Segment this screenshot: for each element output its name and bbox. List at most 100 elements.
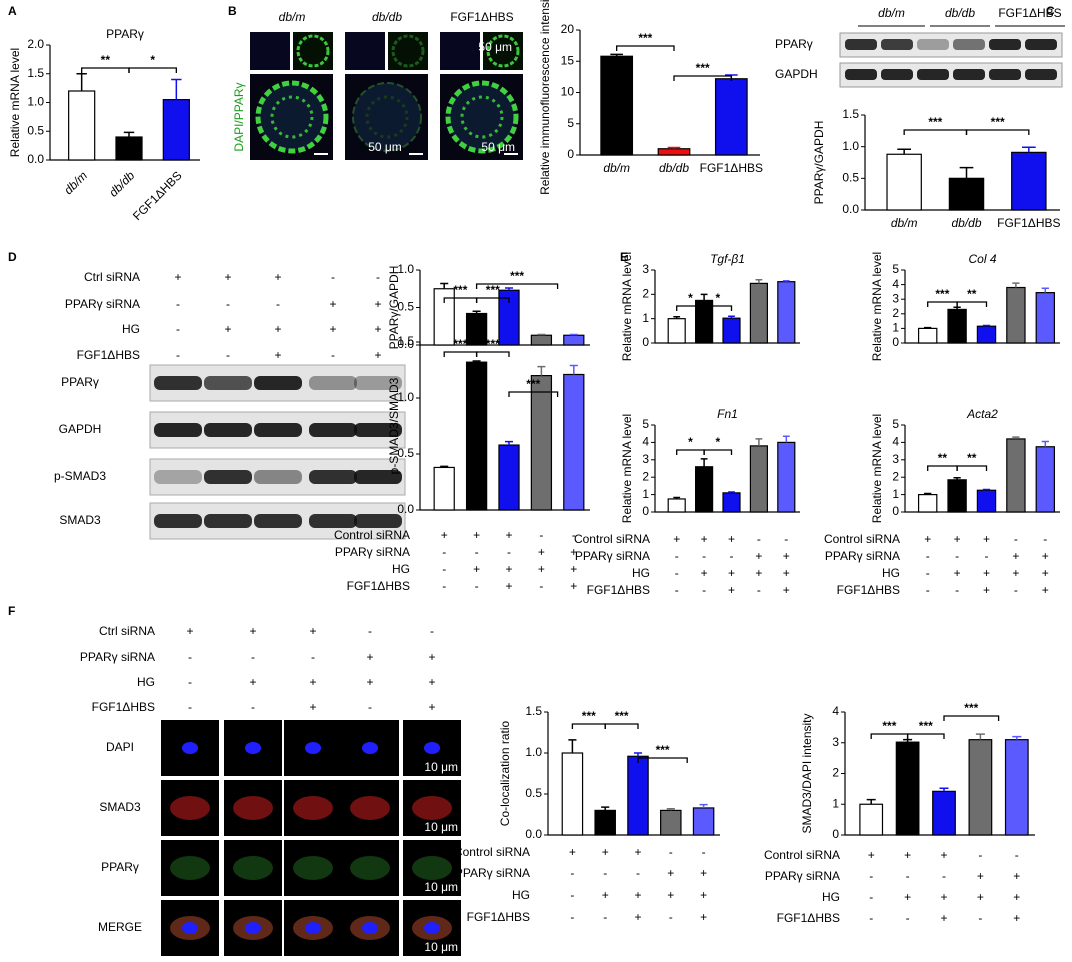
significance-label: * bbox=[688, 435, 693, 449]
bar bbox=[600, 55, 634, 156]
significance-bracket bbox=[703, 449, 733, 455]
bar bbox=[1035, 446, 1056, 513]
condition-sign: + bbox=[977, 869, 984, 883]
y-tick-label: 1.5 bbox=[27, 66, 44, 80]
bar bbox=[1035, 292, 1056, 344]
blot-band bbox=[1025, 39, 1057, 50]
condition-sign: + bbox=[1042, 583, 1049, 597]
image-row-label: DAPI bbox=[106, 740, 134, 754]
y-tick-label: 1.5 bbox=[842, 107, 859, 121]
bar bbox=[886, 153, 922, 211]
bar bbox=[563, 373, 585, 511]
condition-sign: - bbox=[442, 545, 446, 559]
condition-sign: + bbox=[274, 270, 281, 284]
y-tick-label: 3 bbox=[642, 262, 649, 276]
x-tick-label: db/db bbox=[951, 216, 981, 230]
blot-band bbox=[254, 514, 302, 528]
y-axis-label: Relative mRNA level bbox=[870, 252, 884, 361]
condition-sign: + bbox=[673, 532, 680, 546]
condition-sign: - bbox=[926, 583, 930, 597]
condition-sign: + bbox=[954, 566, 961, 580]
condition-label: Control siRNA bbox=[454, 845, 530, 859]
significance-bracket bbox=[475, 351, 510, 357]
error-bar bbox=[897, 148, 912, 155]
blot-band bbox=[204, 470, 252, 484]
blot-band bbox=[953, 39, 985, 50]
y-tick-label: 0.0 bbox=[27, 152, 44, 166]
error-bar bbox=[953, 476, 961, 480]
condition-sign: - bbox=[276, 297, 280, 311]
condition-sign: + bbox=[977, 890, 984, 904]
y-tick-label: 0 bbox=[642, 504, 649, 518]
cell bbox=[293, 796, 333, 820]
condition-sign: - bbox=[331, 270, 335, 284]
y-tick-label: 5 bbox=[892, 417, 899, 431]
bar bbox=[660, 809, 682, 836]
condition-sign: - bbox=[985, 549, 989, 563]
chart-title: Fn1 bbox=[717, 407, 738, 421]
significance-label: *** bbox=[453, 283, 467, 297]
cell bbox=[170, 856, 210, 880]
glomerulus-thumb bbox=[486, 34, 520, 68]
glomerulus bbox=[352, 82, 422, 152]
condition-sign: + bbox=[570, 545, 577, 559]
condition-sign: + bbox=[538, 545, 545, 559]
y-tick-label: 1.0 bbox=[397, 390, 414, 404]
bar bbox=[1006, 438, 1026, 513]
condition-sign: + bbox=[868, 848, 875, 862]
condition-sign: - bbox=[1015, 848, 1019, 862]
significance-label: * bbox=[715, 435, 720, 449]
error-bar bbox=[171, 78, 182, 100]
x-tick-label: db/db bbox=[659, 161, 689, 175]
error-bar bbox=[866, 798, 876, 805]
blot-row-label: PPARγ bbox=[61, 375, 99, 389]
y-tick-label: 4 bbox=[642, 435, 649, 449]
bar bbox=[657, 148, 691, 156]
condition-label: PPARγ siRNA bbox=[65, 297, 140, 311]
bar bbox=[627, 755, 649, 836]
y-tick-label: 0.0 bbox=[397, 502, 414, 516]
condition-sign: + bbox=[249, 624, 256, 638]
significance-label: *** bbox=[510, 269, 524, 283]
bar bbox=[722, 317, 741, 344]
glomerulus-inner bbox=[365, 95, 409, 139]
y-tick-label: 1.0 bbox=[842, 139, 859, 153]
microscopy-thumb bbox=[345, 32, 385, 70]
y-tick-label: 15 bbox=[561, 53, 575, 67]
y-axis-label: Relative mRNA level bbox=[620, 414, 634, 523]
y-tick-label: 2 bbox=[892, 306, 899, 320]
error-bar bbox=[728, 315, 735, 319]
error-bar bbox=[504, 440, 514, 446]
condition-sign: + bbox=[224, 270, 231, 284]
condition-sign: - bbox=[176, 322, 180, 336]
significance-label: *** bbox=[582, 709, 596, 723]
condition-sign: + bbox=[634, 845, 641, 859]
error-bar bbox=[537, 365, 546, 376]
blot-band bbox=[917, 39, 949, 50]
blot-row-label: GAPDH bbox=[59, 422, 102, 436]
significance-label: * bbox=[688, 291, 693, 305]
blot-band bbox=[845, 39, 877, 50]
condition-sign: - bbox=[702, 845, 706, 859]
y-tick-label: 0.5 bbox=[397, 300, 414, 314]
condition-label: Control siRNA bbox=[824, 532, 900, 546]
condition-sign: + bbox=[1012, 549, 1019, 563]
microscopy-image bbox=[224, 840, 282, 896]
bar bbox=[976, 325, 997, 344]
condition-label: HG bbox=[882, 566, 900, 580]
panel-letter: E bbox=[620, 250, 628, 264]
error-bar bbox=[1021, 146, 1036, 153]
error-bar bbox=[903, 738, 913, 743]
condition-sign: + bbox=[224, 322, 231, 336]
condition-sign: - bbox=[942, 869, 946, 883]
bar bbox=[777, 281, 796, 344]
condition-sign: - bbox=[730, 549, 734, 563]
error-bar bbox=[782, 279, 790, 282]
bar bbox=[976, 489, 997, 513]
condition-sign: + bbox=[700, 888, 707, 902]
condition-sign: - bbox=[1043, 532, 1047, 546]
y-axis-label: PPARγ/GAPDH bbox=[812, 121, 826, 205]
condition-sign: - bbox=[251, 700, 255, 714]
y-tick-label: 5 bbox=[642, 417, 649, 431]
